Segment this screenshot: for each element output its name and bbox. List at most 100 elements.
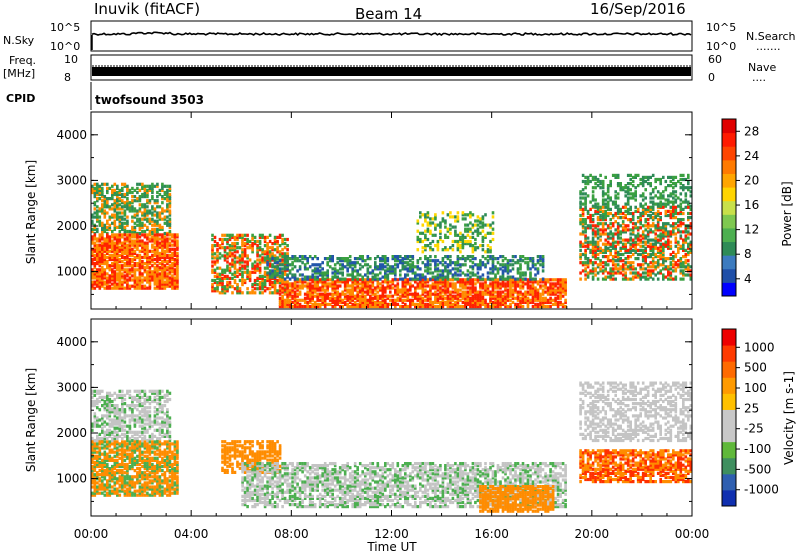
echo-cell [421,239,425,244]
echo-cell [436,248,440,252]
echo-cell [331,298,334,302]
echo-cell [298,304,302,309]
echo-cell [93,192,97,197]
echo-cell [286,296,289,300]
echo-cell [444,248,447,252]
echo-cell [424,213,427,217]
echo-cell [449,278,452,282]
echo-cell [386,273,390,277]
echo-cell [369,290,372,294]
echo-cell [143,233,147,237]
echo-cell [464,304,467,309]
echo-cell [311,298,314,302]
echo-cell [436,263,440,267]
echo-cell [601,211,605,216]
echo-cell [514,280,517,284]
echo-cell [361,302,364,306]
echo-cell [376,267,380,271]
echo-cell [283,298,287,302]
echo-cell [166,245,169,249]
echo-cell [223,274,227,278]
echo-cell [346,280,349,284]
echo-cell [629,242,632,246]
echo-cell [401,261,405,265]
echo-cell [258,285,262,289]
echo-cell [381,267,385,271]
echo-cell [509,282,512,286]
echo-cell [499,286,502,290]
echo-cell [156,270,159,274]
echo-cell [361,298,364,302]
echo-cell [126,284,129,288]
echo-cell [253,270,257,274]
echo-cell [471,288,475,292]
echo-cell [321,282,324,286]
echo-cell [123,195,127,199]
echo-cell [301,284,304,288]
echo-cell [148,211,152,215]
echo-cell [639,218,642,222]
echo-cell [143,190,147,195]
echo-cell [211,250,214,254]
echo-cell [118,280,122,284]
echo-cell [409,259,412,263]
echo-cell [238,246,242,250]
echo-cell [386,302,390,306]
echo-cell [609,259,612,263]
echo-cell [646,218,650,222]
echo-cell [396,259,400,263]
echo-cell [474,290,477,294]
echo-cell [629,228,632,232]
echo-cell [369,294,372,298]
echo-cell [391,286,395,290]
echo-cell [333,282,337,286]
echo-cell [151,213,154,217]
echo-cell [416,292,420,296]
echo-cell [123,276,127,280]
echo-cell [456,290,460,294]
echo-cell [293,265,297,269]
echo-cell [131,253,134,257]
freq-label-2: [MHz] [3,67,35,80]
echo-cell [426,269,430,273]
echo-cell [641,198,645,202]
echo-cell [476,275,480,279]
echo-cell [631,232,635,236]
echo-cell [98,223,102,227]
echo-cell [336,298,339,302]
echo-cell [331,300,334,304]
echo-cell [501,269,505,273]
echo-cell [481,235,485,239]
echo-cell [594,232,597,236]
echo-cell [151,229,154,234]
echo-cell [381,298,385,302]
echo-cell [606,202,610,206]
echo-cell [313,302,317,306]
echo-cell [636,173,640,177]
echo-cell [474,257,477,261]
echo-cell [168,201,172,205]
echo-cell [123,211,127,215]
echo-cell [656,255,660,259]
echo-cell [484,300,487,304]
echo-cell [121,264,124,268]
echo-cell [456,296,460,300]
echo-cell [283,284,287,288]
echo-cell [606,213,610,218]
echo-cell [116,217,119,221]
echo-cell [476,231,480,235]
echo-cell [386,275,390,279]
echo-cell [624,224,627,228]
echo-cell [609,218,612,222]
echo-cell [596,248,600,252]
echo-cell [394,292,397,296]
echo-cell [659,228,662,232]
echo-cell [153,209,157,213]
echo-cell [474,223,477,227]
echo-cell [476,265,480,269]
echo-cell [273,283,277,287]
echo-cell [599,238,602,242]
echo-cell [649,213,652,218]
echo-cell [133,233,137,237]
echo-cell [449,294,452,298]
